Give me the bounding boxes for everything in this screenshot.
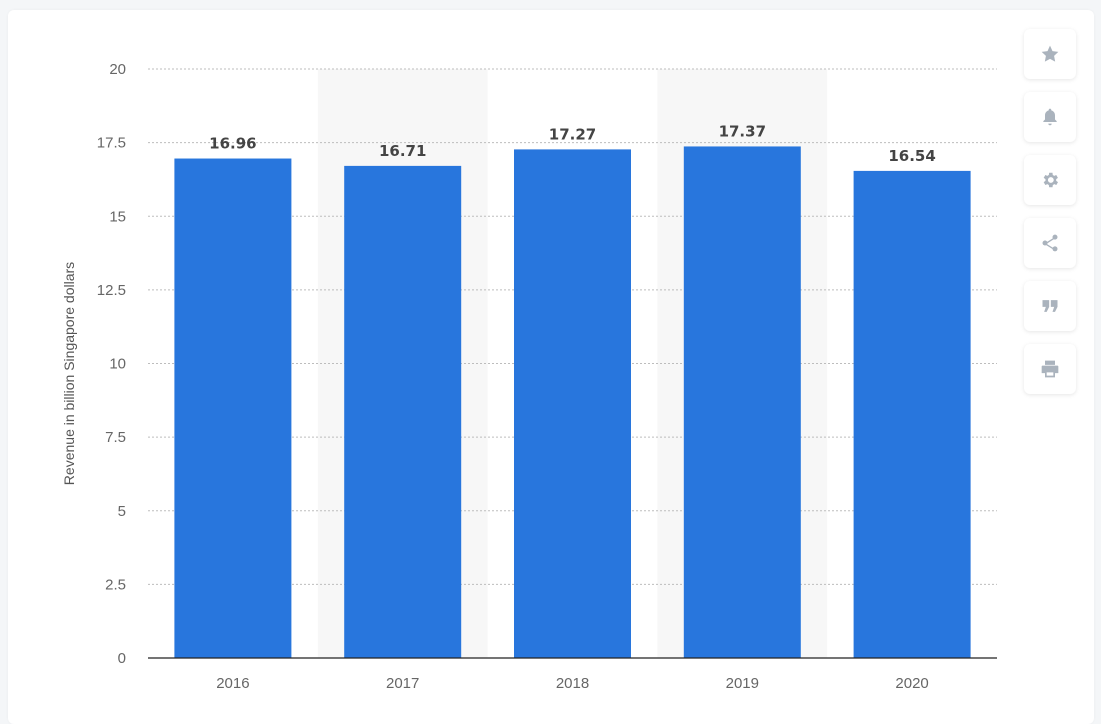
gear-icon [1043,172,1058,188]
data-label-2017: 16.71 [379,142,426,160]
star-icon [1041,45,1059,62]
data-label-2020: 16.54 [888,147,935,165]
x-tick-label-2020: 2020 [895,675,928,692]
y-tick-label: 12.5 [97,282,126,299]
y-tick-label: 5 [118,503,126,520]
y-tick-label: 2.5 [105,576,126,593]
y-tick-label: 0 [118,650,126,667]
print-button[interactable] [1024,344,1076,394]
bars [174,146,971,659]
x-tick-label-2017: 2017 [386,675,419,692]
y-tick-label: 10 [109,356,126,373]
bell-icon [1043,108,1057,126]
quote-icon [1042,300,1058,312]
x-axis-ticks: 2016 2017 2018 2019 2020 [216,675,929,692]
bar-2017 [344,165,462,658]
share-icon [1042,234,1058,252]
y-tick-label: 15 [109,208,126,225]
bar-2016 [174,158,292,658]
y-tick-label: 20 [109,61,126,78]
bar-chart: 0 2.5 5 7.5 10 12.5 15 17.5 20 16.96 16.71 17.27 17… [61,61,997,692]
y-axis-title: Revenue in billion Singapore dollars [61,262,77,485]
y-axis-ticks: 0 2.5 5 7.5 10 12.5 15 17.5 20 [97,61,126,667]
settings-button[interactable] [1024,155,1076,205]
y-tick-label: 17.5 [97,135,126,152]
x-tick-label-2018: 2018 [556,675,589,692]
bar-2018 [514,149,631,658]
bar-2019 [683,146,801,659]
bar-2020 [853,170,971,658]
data-label-2019: 17.37 [719,122,766,140]
y-tick-label: 7.5 [105,429,126,446]
x-tick-label-2016: 2016 [216,675,249,692]
chart-card: 0 2.5 5 7.5 10 12.5 15 17.5 20 16.96 16.71 17.27 17… [8,10,1094,724]
favorite-button[interactable] [1024,29,1076,79]
chart-toolbar [1024,29,1076,407]
data-label-2018: 17.27 [549,125,596,143]
printer-icon [1041,360,1059,378]
x-tick-label-2019: 2019 [726,675,759,692]
data-labels: 16.96 16.71 17.27 17.37 16.54 [209,122,936,164]
data-label-2016: 16.96 [209,135,256,153]
cite-button[interactable] [1024,281,1076,331]
share-button[interactable] [1024,218,1076,268]
notification-button[interactable] [1024,92,1076,142]
